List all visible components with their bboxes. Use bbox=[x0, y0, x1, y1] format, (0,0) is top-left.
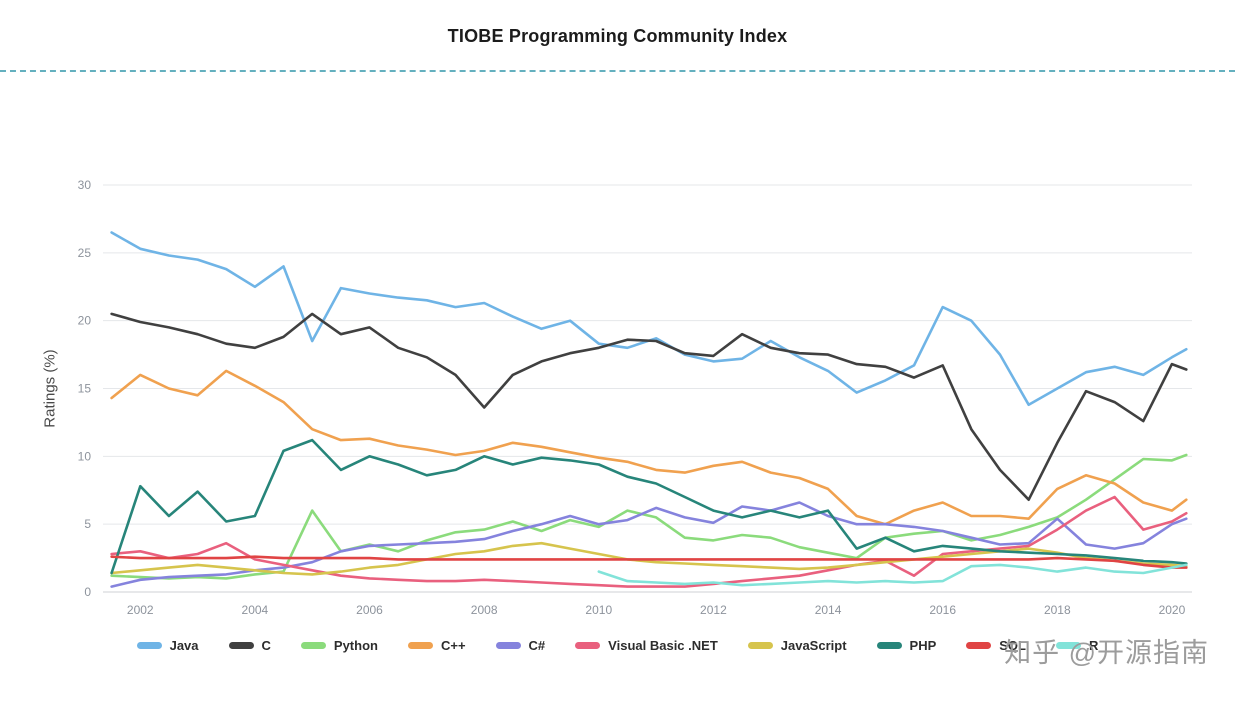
series-line-javascript bbox=[110, 541, 1188, 576]
svg-text:15: 15 bbox=[78, 382, 92, 396]
legend-item-c-[interactable]: C# bbox=[495, 638, 546, 653]
svg-text:2004: 2004 bbox=[242, 603, 269, 617]
svg-text:2016: 2016 bbox=[929, 603, 956, 617]
svg-text:5: 5 bbox=[84, 517, 91, 531]
legend-swatch bbox=[747, 642, 773, 649]
series-line-sql bbox=[110, 555, 1188, 569]
series-line-c bbox=[110, 312, 1188, 501]
svg-text:2006: 2006 bbox=[356, 603, 383, 617]
svg-text:2008: 2008 bbox=[471, 603, 498, 617]
svg-text:30: 30 bbox=[78, 178, 92, 192]
legend-swatch bbox=[575, 642, 601, 649]
legend-label: C++ bbox=[440, 638, 466, 653]
legend-label: PHP bbox=[909, 638, 937, 653]
series-line-c- bbox=[110, 501, 1188, 588]
legend-item-visual-basic-net[interactable]: Visual Basic .NET bbox=[575, 638, 718, 653]
legend-label: Visual Basic .NET bbox=[608, 638, 718, 653]
legend-label: JavaScript bbox=[780, 638, 847, 653]
legend-label: R bbox=[1089, 638, 1099, 653]
legend-swatch bbox=[136, 642, 162, 649]
legend-item-sql[interactable]: SQL bbox=[966, 638, 1026, 653]
svg-text:2002: 2002 bbox=[127, 603, 154, 617]
line-chart-plot: 0 5 10 15 20 25 30 2002 2004 2006 2008 2010 2012 2014… bbox=[78, 178, 1192, 617]
svg-text:2012: 2012 bbox=[700, 603, 727, 617]
series-line-python bbox=[110, 453, 1188, 580]
svg-text:20: 20 bbox=[78, 314, 92, 328]
legend-item-c[interactable]: C bbox=[228, 638, 271, 653]
y-axis-label: Ratings (%) bbox=[41, 349, 59, 428]
chart-title: TIOBE Programming Community Index bbox=[447, 26, 788, 46]
legend-item-python[interactable]: Python bbox=[300, 638, 378, 653]
legend-item-r[interactable]: R bbox=[1056, 638, 1098, 653]
legend-item-java[interactable]: Java bbox=[136, 638, 199, 653]
svg-text:2018: 2018 bbox=[1044, 603, 1071, 617]
legend-label: SQL bbox=[999, 638, 1026, 653]
svg-text:2020: 2020 bbox=[1159, 603, 1186, 617]
legend-item-php[interactable]: PHP bbox=[876, 638, 937, 653]
legend-swatch bbox=[1056, 642, 1081, 649]
legend-label: C# bbox=[528, 638, 546, 653]
legend-label: C bbox=[261, 638, 271, 653]
legend-swatch bbox=[876, 642, 902, 649]
svg-text:2010: 2010 bbox=[585, 603, 612, 617]
svg-text:2014: 2014 bbox=[815, 603, 842, 617]
series-line-r bbox=[597, 563, 1188, 587]
series-line-visual-basic-net bbox=[110, 495, 1188, 588]
svg-text:10: 10 bbox=[78, 449, 92, 463]
legend-swatch bbox=[300, 642, 326, 649]
series-line-c- bbox=[110, 369, 1188, 526]
watermark: 知乎 @开源指南 bbox=[1004, 638, 1209, 668]
legend-label: Python bbox=[333, 638, 378, 653]
legend-label: Java bbox=[169, 638, 199, 653]
legend-swatch bbox=[228, 642, 254, 649]
legend-swatch bbox=[966, 642, 992, 649]
legend-swatch bbox=[495, 642, 521, 649]
dashed-divider bbox=[0, 70, 1235, 72]
legend-item-javascript[interactable]: JavaScript bbox=[747, 638, 847, 653]
legend-swatch bbox=[407, 642, 433, 649]
svg-text:0: 0 bbox=[84, 585, 91, 599]
legend-item-c-[interactable]: C++ bbox=[407, 638, 466, 653]
series-line-php bbox=[110, 438, 1188, 575]
svg-text:25: 25 bbox=[78, 246, 92, 260]
chart-legend: Java C Python C++ C# Visual Basic .NET JavaScr… bbox=[0, 638, 1235, 653]
series-line-java bbox=[110, 231, 1188, 407]
